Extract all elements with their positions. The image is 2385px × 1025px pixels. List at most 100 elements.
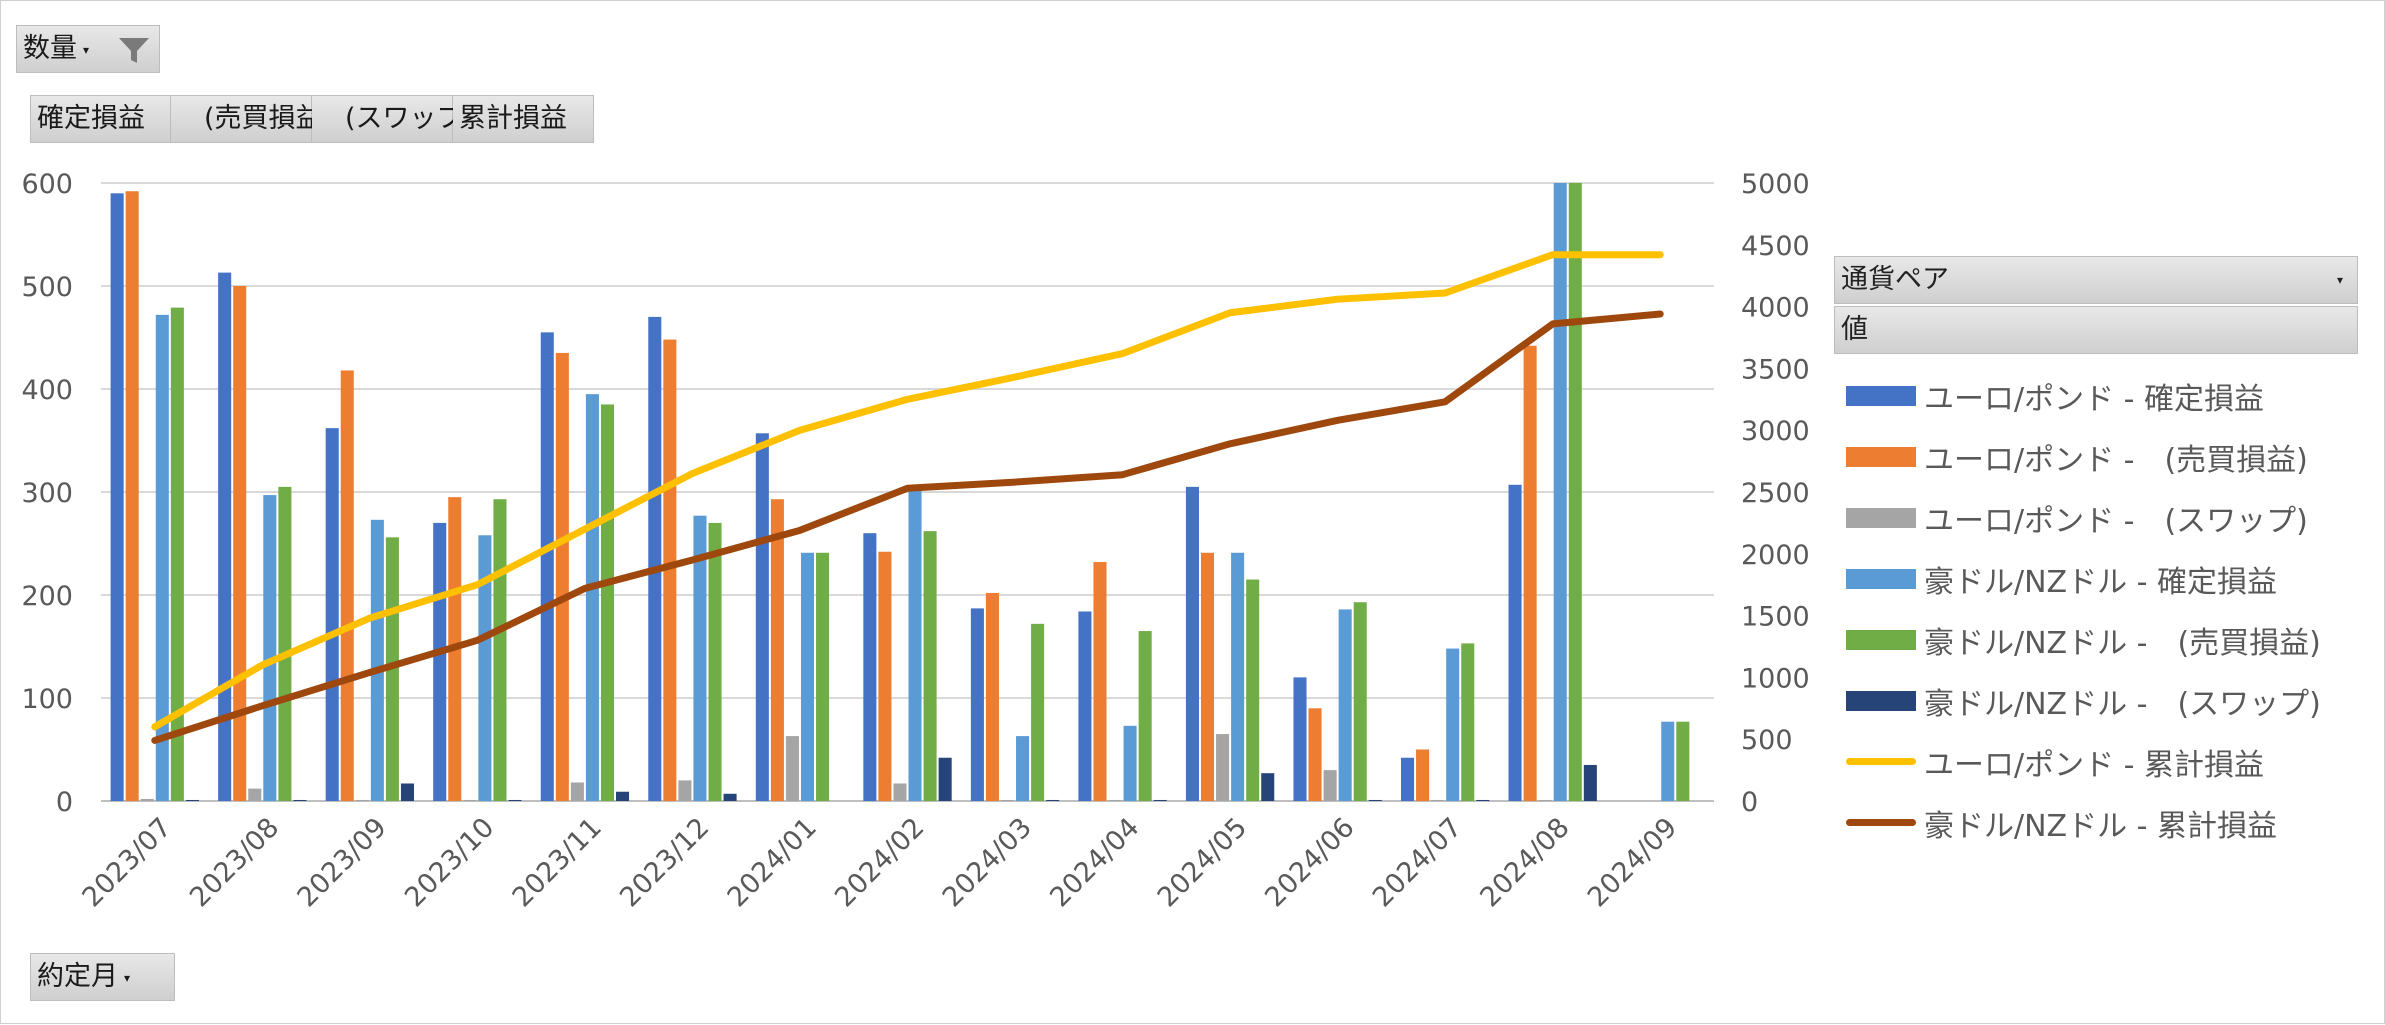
axis-field-label: 約定月 — [37, 961, 118, 992]
bar — [1031, 623, 1045, 801]
y-right-tick-label: 1000 — [1741, 663, 1810, 694]
legend-item: 豪ドル/NZドル - 累計損益 — [1846, 792, 2321, 853]
bar — [125, 191, 139, 802]
y-right-tick-label: 4000 — [1741, 293, 1810, 324]
bar — [478, 535, 492, 801]
bar — [1000, 799, 1015, 801]
bar — [663, 339, 677, 801]
bar — [1353, 602, 1367, 801]
bar — [723, 793, 737, 801]
bar — [1523, 345, 1537, 801]
y-right-tick-label: 2500 — [1741, 478, 1810, 509]
bar — [985, 592, 999, 801]
bar — [1138, 631, 1152, 801]
bar — [1108, 799, 1122, 801]
bar — [1046, 799, 1060, 801]
bar — [1123, 725, 1137, 801]
bar — [648, 316, 662, 801]
legend-item: ユーロ/ポンド - 確定損益 — [1846, 365, 2321, 426]
x-tick-label: 2023/09 — [292, 812, 393, 913]
x-tick-label: 2023/07 — [76, 812, 177, 913]
filter-field-button[interactable]: 数量 ▾ — [16, 25, 160, 73]
bar — [1508, 484, 1522, 801]
legend-label: ユーロ/ポンド - 累計損益 — [1924, 747, 2265, 783]
bar — [1231, 552, 1245, 801]
bar — [370, 519, 384, 801]
legend-item: ユーロ/ポンド - (スワップ) — [1846, 487, 2321, 548]
funnel-icon — [119, 38, 149, 63]
bar — [1401, 757, 1415, 801]
bar — [970, 608, 984, 801]
bar — [878, 551, 892, 801]
legend-item: ユーロ/ポンド - (売買損益) — [1846, 426, 2321, 487]
legend-field-button[interactable]: 通貨ペア ▾ — [1834, 256, 2358, 304]
bar — [248, 788, 262, 801]
bar — [508, 799, 522, 801]
bar — [1308, 708, 1322, 801]
x-tick-label: 2024/08 — [1474, 812, 1575, 913]
bar — [233, 286, 247, 801]
bar — [110, 193, 124, 802]
legend-bar-swatch — [1846, 385, 1916, 406]
y-left-tick-label: 400 — [21, 375, 73, 406]
bar — [1461, 643, 1475, 801]
y-right-tick-label: 4500 — [1741, 231, 1810, 262]
bar — [800, 552, 815, 801]
legend-label: ユーロ/ポンド - (売買損益) — [1924, 442, 2308, 478]
dropdown-arrow-icon: ▾ — [2336, 273, 2343, 287]
y-left-tick-label: 600 — [21, 169, 73, 200]
y-left-tick-label: 200 — [21, 581, 73, 612]
value-field-button[interactable]: (スワップ) — [312, 95, 474, 143]
x-tick-label: 2024/05 — [1152, 812, 1253, 913]
bar — [1185, 486, 1199, 801]
legend-label: ユーロ/ポンド - 確定損益 — [1924, 381, 2265, 417]
y-right-tick-label: 3000 — [1741, 416, 1810, 447]
bar — [816, 552, 830, 801]
bar — [1093, 562, 1107, 801]
legend-label: 豪ドル/NZドル - 累計損益 — [1924, 808, 2277, 844]
y-left-tick-label: 100 — [21, 684, 73, 715]
bar — [708, 522, 722, 801]
y-left-tick-label: 0 — [56, 787, 73, 818]
value-field-button[interactable]: 確定損益 — [30, 95, 171, 143]
bar — [1216, 734, 1230, 801]
bar — [1583, 764, 1597, 801]
bar — [1261, 773, 1275, 801]
bar — [493, 499, 507, 801]
y-left-tick-label: 300 — [21, 478, 73, 509]
value-field-button[interactable]: (売買損益) — [171, 95, 333, 143]
bar — [1416, 749, 1430, 801]
bar — [600, 404, 615, 801]
dropdown-arrow-icon: ▾ — [124, 970, 131, 985]
y-right-tick-label: 2000 — [1741, 540, 1810, 571]
axis-field-button[interactable]: 約定月 ▾ — [30, 953, 175, 1001]
y-right-tick-label: 500 — [1741, 725, 1793, 756]
bar — [1368, 799, 1382, 801]
value-field-button[interactable]: 累計損益 — [453, 95, 594, 143]
bar — [616, 791, 630, 801]
bar — [1661, 721, 1675, 801]
bar — [463, 799, 477, 801]
x-tick-label: 2023/12 — [614, 812, 715, 913]
bar — [1476, 799, 1490, 801]
bar — [1676, 721, 1690, 801]
bar — [1293, 677, 1307, 801]
bar — [540, 332, 554, 801]
bar — [1553, 183, 1567, 801]
legend-values-header: 値 — [1834, 306, 2358, 354]
x-tick-label: 2024/06 — [1259, 812, 1360, 913]
x-tick-label: 2024/03 — [937, 812, 1038, 913]
bar — [570, 782, 584, 801]
legend-label: ユーロ/ポンド - (スワップ) — [1924, 503, 2308, 539]
y-right-tick-label: 1500 — [1741, 602, 1810, 633]
bar — [555, 352, 569, 801]
legend-item: 豪ドル/NZドル - (スワップ) — [1846, 670, 2321, 731]
value-field-buttons: 確定損益 (売買損益) (スワップ) 累計損益 — [30, 95, 594, 143]
bar — [1078, 611, 1092, 801]
bar — [1538, 799, 1552, 801]
bar — [893, 783, 907, 801]
bar — [693, 515, 707, 801]
bar — [218, 272, 232, 801]
